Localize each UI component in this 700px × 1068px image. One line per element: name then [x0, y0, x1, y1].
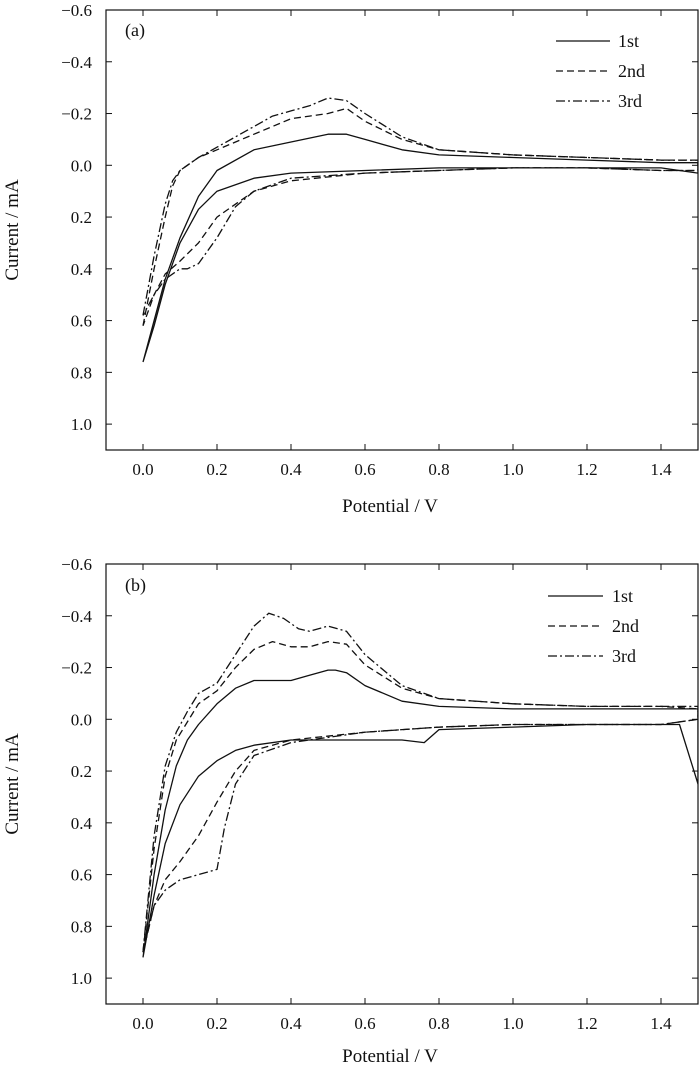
plot-frame: [105, 9, 699, 451]
x-tick-label: 1.2: [576, 1014, 597, 1033]
x-tick-label: 1.0: [502, 1014, 523, 1033]
series-group: [142, 97, 698, 363]
legend-label-2nd: 2nd: [618, 61, 645, 81]
y-tick-label: 0.2: [71, 208, 92, 227]
legend-label-2nd: 2nd: [612, 616, 639, 636]
x-tick-label: 0.0: [132, 460, 153, 479]
x-tick-label: 1.4: [650, 1014, 672, 1033]
y-tick-label: 0.8: [71, 363, 92, 382]
panel-a: 0.0 0.2 0.4 0.6 0.8 1.0 1.2 1.4 −0.6 −0.4 −0.2 0.0 0…: [2, 1, 699, 517]
y-tick-label: 0.0: [71, 710, 92, 729]
x-tick-label: 0.2: [206, 460, 227, 479]
y-tick-label: 0.2: [71, 762, 92, 781]
panel-label: (a): [125, 20, 145, 41]
x-tick-label: 0.6: [354, 460, 375, 479]
y-tick-label: 0.0: [71, 156, 92, 175]
series-line-3rd: [142, 97, 698, 316]
x-tick-label: 1.2: [576, 460, 597, 479]
x-tick-label: 1.4: [650, 460, 672, 479]
x-tick-label: 0.4: [280, 1014, 302, 1033]
x-axis-label: Potential / V: [342, 496, 438, 517]
y-tick-label: −0.4: [61, 53, 92, 72]
panel-label: (b): [125, 575, 146, 596]
series-line-2nd: [142, 107, 698, 327]
y-tick-label: −0.6: [61, 555, 92, 574]
x-tick-label: 0.4: [280, 460, 302, 479]
y-tick-label: 0.4: [71, 814, 93, 833]
series-line-1st: [142, 669, 698, 958]
y-tick-label: 0.8: [71, 917, 92, 936]
y-tick-label: −0.4: [61, 607, 92, 626]
y-tick-label: 0.6: [71, 312, 92, 331]
x-tick-label: 0.8: [428, 460, 449, 479]
series-line-3rd: [142, 612, 698, 953]
y-tick-label: 1.0: [71, 415, 92, 434]
y-axis-label: Current / mA: [2, 733, 23, 835]
legend-label-3rd: 3rd: [618, 91, 642, 111]
x-axis-label: Potential / V: [342, 1046, 438, 1067]
y-axis-label: Current / mA: [2, 179, 23, 281]
y-tick-label: 0.4: [71, 260, 93, 279]
y-tick-label: −0.2: [61, 659, 92, 678]
legend-label-1st: 1st: [618, 31, 639, 51]
series-line-2nd: [142, 640, 698, 953]
plot-frame: [105, 563, 699, 1005]
x-tick-label: 1.0: [502, 460, 523, 479]
legend-label-1st: 1st: [612, 586, 633, 606]
series-group: [142, 612, 698, 958]
y-tick-label: −0.6: [61, 1, 92, 20]
x-tick-label: 0.2: [206, 1014, 227, 1033]
series-line-1st: [142, 133, 698, 363]
x-tick-label: 0.8: [428, 1014, 449, 1033]
y-tick-label: 0.6: [71, 866, 92, 885]
x-tick-label: 0.6: [354, 1014, 375, 1033]
y-tick-label: −0.2: [61, 105, 92, 124]
panel-b: 0.0 0.2 0.4 0.6 0.8 1.0 1.2 1.4 −0.6 −0.4 −0.2 0.0 0…: [2, 555, 699, 1067]
legend-label-3rd: 3rd: [612, 646, 636, 666]
y-tick-label: 1.0: [71, 969, 92, 988]
x-tick-label: 0.0: [132, 1014, 153, 1033]
